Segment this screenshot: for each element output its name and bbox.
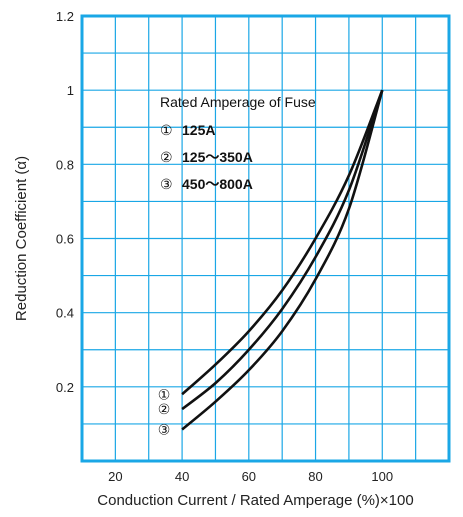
plot-frame: [80, 14, 451, 463]
y-tick-label: 1: [67, 83, 74, 98]
legend-label-1: 125A: [182, 122, 215, 138]
curve-label-3: ③: [158, 422, 171, 438]
legend-marker-2: ②: [160, 149, 173, 165]
curve-labels: ①② ③: [158, 387, 171, 438]
x-tick-label: 20: [108, 469, 122, 484]
y-axis-label: Reduction Coefficient (α): [13, 156, 30, 321]
tick-labels: 20 40 60 80 100 0.2 0.4 0.6 0.8 1 1.2: [56, 9, 393, 484]
y-tick-label: 0.2: [56, 380, 74, 395]
series-lines: [181, 89, 384, 431]
x-tick-label: 80: [308, 469, 322, 484]
x-tick-label: 40: [175, 469, 189, 484]
legend-marker-3: ③: [160, 176, 173, 192]
legend: Rated Amperage of Fuse ① 125A ② 125～350A ③ 45…: [160, 94, 316, 192]
legend-label-3: 450～800A: [182, 176, 253, 192]
series-line-2: [181, 89, 384, 411]
y-tick-label: 0.8: [56, 157, 74, 172]
curve-label-2: ②: [158, 402, 171, 418]
y-tick-label: 0.4: [56, 306, 74, 321]
curve-label-1: ①: [158, 387, 171, 403]
y-tick-label: 0.6: [56, 232, 74, 247]
legend-title: Rated Amperage of Fuse: [160, 94, 316, 110]
legend-label-2: 125～350A: [182, 149, 253, 165]
series-line-1: [181, 89, 384, 396]
x-axis-label: Conduction Current / Rated Amperage (%)×…: [97, 492, 413, 509]
grid: [80, 14, 451, 463]
series-line-3: [181, 89, 384, 431]
x-tick-label: 100: [371, 469, 393, 484]
x-tick-label: 60: [242, 469, 256, 484]
legend-marker-1: ①: [160, 122, 173, 138]
y-tick-label: 1.2: [56, 9, 74, 24]
